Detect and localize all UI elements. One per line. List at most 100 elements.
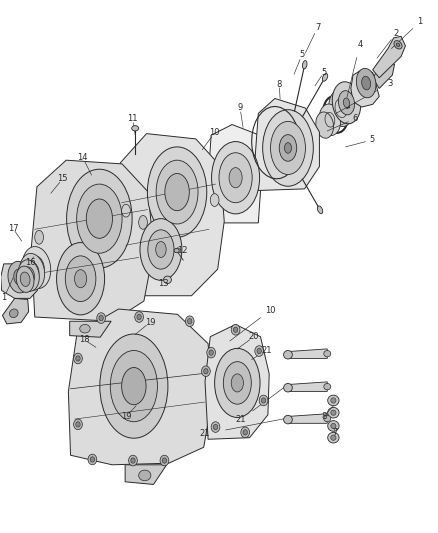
Text: 11: 11 [127,114,138,123]
Ellipse shape [331,435,336,440]
Ellipse shape [88,454,97,465]
Polygon shape [205,325,269,439]
Ellipse shape [231,325,240,335]
Ellipse shape [20,272,30,286]
Text: 10: 10 [209,128,220,137]
Ellipse shape [211,422,220,432]
Ellipse shape [25,262,39,282]
Ellipse shape [279,135,297,161]
Ellipse shape [328,432,339,443]
Ellipse shape [139,470,151,481]
Ellipse shape [263,110,313,186]
Ellipse shape [122,368,146,405]
Ellipse shape [285,143,291,154]
Polygon shape [351,70,379,107]
Ellipse shape [215,349,260,417]
Text: 8: 8 [276,79,282,88]
Ellipse shape [316,112,334,138]
Text: 19: 19 [121,412,132,421]
Ellipse shape [319,104,341,135]
Ellipse shape [396,43,399,46]
Ellipse shape [241,427,250,438]
Ellipse shape [160,455,169,466]
Text: 5: 5 [321,68,326,77]
Polygon shape [117,134,224,296]
Ellipse shape [212,142,260,214]
Polygon shape [3,298,28,324]
Polygon shape [288,382,327,391]
Polygon shape [255,99,319,190]
Ellipse shape [80,325,90,333]
Ellipse shape [207,348,215,358]
Ellipse shape [257,349,261,354]
Ellipse shape [328,421,339,431]
Ellipse shape [148,230,174,269]
Text: 15: 15 [57,174,68,183]
Ellipse shape [131,458,135,463]
Ellipse shape [20,253,45,290]
Polygon shape [68,309,212,465]
Ellipse shape [76,356,80,361]
Polygon shape [208,125,261,223]
Text: 2: 2 [393,29,399,38]
Ellipse shape [255,346,264,357]
Ellipse shape [135,312,144,322]
Polygon shape [31,160,153,321]
Ellipse shape [343,98,350,108]
Ellipse shape [165,173,189,211]
Ellipse shape [223,362,251,404]
Ellipse shape [137,314,141,320]
Ellipse shape [14,269,25,285]
Polygon shape [288,349,327,359]
Text: 5: 5 [299,51,304,59]
Text: 4: 4 [357,40,363,49]
Ellipse shape [185,316,194,327]
Ellipse shape [204,368,208,374]
Ellipse shape [302,61,307,69]
Ellipse shape [132,126,139,131]
Ellipse shape [331,423,336,429]
Text: 3: 3 [388,78,393,87]
Ellipse shape [86,199,113,238]
Ellipse shape [163,276,171,284]
Ellipse shape [332,82,361,124]
Polygon shape [373,36,406,78]
Ellipse shape [35,230,43,244]
Text: 12: 12 [177,246,187,255]
Ellipse shape [18,260,39,292]
Ellipse shape [324,351,331,357]
Ellipse shape [210,193,219,206]
Ellipse shape [362,76,371,90]
Text: 7: 7 [315,23,320,32]
Ellipse shape [284,351,292,359]
Ellipse shape [90,457,95,462]
Ellipse shape [100,334,168,438]
Ellipse shape [324,415,331,422]
Ellipse shape [187,319,192,324]
Ellipse shape [22,247,51,288]
Ellipse shape [259,395,268,406]
Ellipse shape [331,398,336,403]
Ellipse shape [284,383,292,392]
Ellipse shape [233,327,238,333]
Ellipse shape [284,415,292,424]
Text: 20: 20 [249,332,259,341]
Text: 7: 7 [332,428,337,437]
Ellipse shape [394,41,402,49]
Ellipse shape [10,309,18,318]
Ellipse shape [229,167,242,188]
Ellipse shape [339,91,354,115]
Ellipse shape [129,455,138,466]
Polygon shape [288,414,327,423]
Text: 21: 21 [261,346,272,355]
Ellipse shape [318,206,323,214]
Ellipse shape [148,147,207,237]
Text: 8: 8 [321,412,326,421]
Text: 19: 19 [145,318,155,327]
Text: 18: 18 [79,335,90,344]
Ellipse shape [201,366,210,376]
Ellipse shape [261,398,266,403]
Ellipse shape [219,153,252,203]
Polygon shape [373,62,395,88]
Ellipse shape [174,248,179,253]
